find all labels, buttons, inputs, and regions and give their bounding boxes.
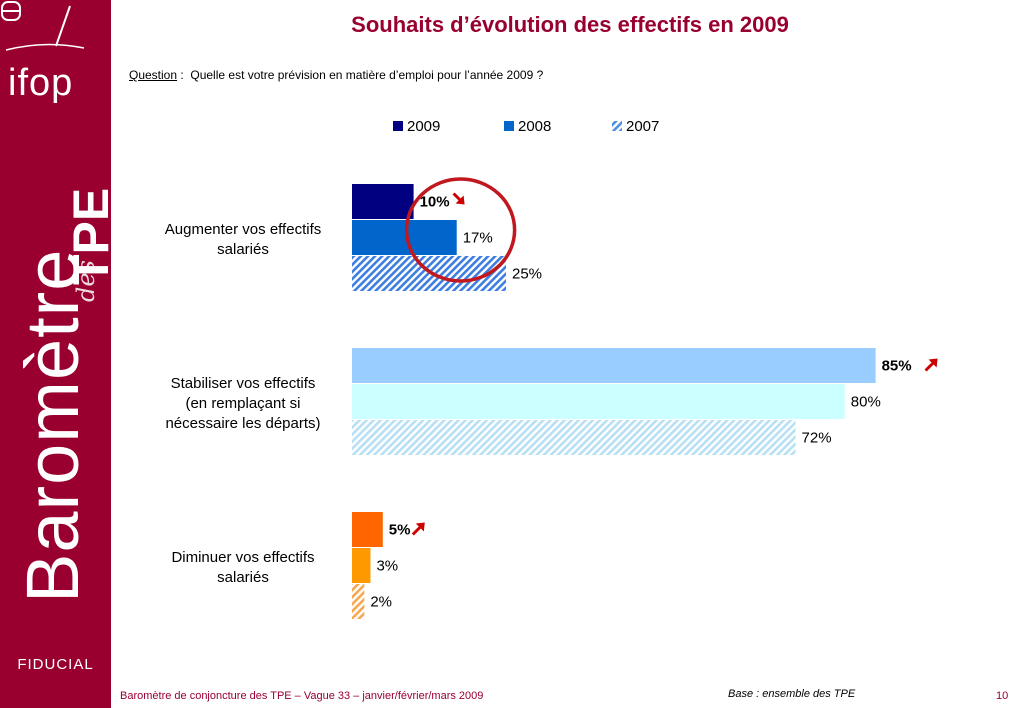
category-label-0-line-0: Augmenter vos effectifs xyxy=(165,221,321,238)
data-labels: 10% 85% 5% 17% 80% 3% 25% 72% 2% xyxy=(370,194,911,611)
base-note: Base : ensemble des TPE xyxy=(728,688,856,700)
data-label-2007-cat-1: 72% xyxy=(802,430,832,447)
data-label-2009-cat-2: 5% xyxy=(389,522,411,539)
category-label-2-line-0: Diminuer vos effectifs xyxy=(171,549,314,566)
data-label-2007-cat-2: 2% xyxy=(370,594,392,611)
bar-2009-cat-1 xyxy=(352,348,876,383)
data-label-2009-cat-0: 10% xyxy=(420,194,450,211)
category-label-2-line-1: salariés xyxy=(217,569,269,586)
data-label-2008-cat-2: 3% xyxy=(376,558,398,575)
bar-2007-cat-2 xyxy=(352,584,365,619)
bar-2009-cat-2 xyxy=(352,512,383,547)
question-line: Question : Quelle est votre prévision en… xyxy=(129,68,543,82)
question-label: Question xyxy=(129,68,178,82)
fiducial-logo-icon xyxy=(1,1,21,21)
category-label-0-line-1: salariés xyxy=(217,241,269,258)
ifop-logo-swoosh-icon xyxy=(5,5,85,51)
fiducial-logo-text: FIDUCIAL xyxy=(17,656,94,673)
bar-2008-cat-2 xyxy=(352,548,371,583)
trend-arrows xyxy=(411,192,938,536)
ifop-logo: ifop xyxy=(8,62,74,104)
legend-swatch-2008 xyxy=(504,121,514,131)
bar-2008-cat-0 xyxy=(352,220,457,255)
category-labels: Augmenter vos effectifs salariés Stabilise… xyxy=(165,221,321,586)
question-separator: : xyxy=(177,68,191,82)
trend-up-arrow-icon xyxy=(411,522,425,536)
trend-down-arrow-icon xyxy=(452,192,465,205)
chart-bars xyxy=(352,184,876,619)
page-title: Souhaits d’évolution des effectifs en 20… xyxy=(351,12,789,37)
trend-up-arrow-icon xyxy=(924,358,938,372)
sidebar: ifop Baromètre des TPE FIDUCIAL xyxy=(0,0,119,708)
bar-2009-cat-0 xyxy=(352,184,414,219)
page-number: 10 xyxy=(996,690,1009,702)
footer-text: Baromètre de conjoncture des TPE – Vague… xyxy=(120,690,484,702)
legend-label-2008: 2008 xyxy=(518,118,551,135)
category-label-1-line-2: nécessaire les départs) xyxy=(165,415,320,432)
data-label-2009-cat-1: 85% xyxy=(882,358,912,375)
data-label-2008-cat-0: 17% xyxy=(463,230,493,247)
highlight-circle xyxy=(404,177,517,283)
data-label-2008-cat-1: 80% xyxy=(851,394,881,411)
legend-swatch-2009 xyxy=(393,121,403,131)
bar-2008-cat-1 xyxy=(352,384,845,419)
question-text: Quelle est votre prévision en matière d’… xyxy=(190,68,544,82)
legend-label-2007: 2007 xyxy=(626,118,659,135)
highlight-layer xyxy=(404,177,517,283)
data-label-2007-cat-0: 25% xyxy=(512,266,542,283)
legend-label-2009: 2009 xyxy=(407,118,440,135)
bar-2007-cat-1 xyxy=(352,420,796,455)
category-label-1-line-0: Stabiliser vos effectifs xyxy=(171,375,316,392)
category-label-1-line-1: (en remplaçant si xyxy=(185,395,300,412)
chart-legend: 2009 2008 2007 xyxy=(393,118,659,135)
legend-swatch-2007 xyxy=(612,121,622,131)
